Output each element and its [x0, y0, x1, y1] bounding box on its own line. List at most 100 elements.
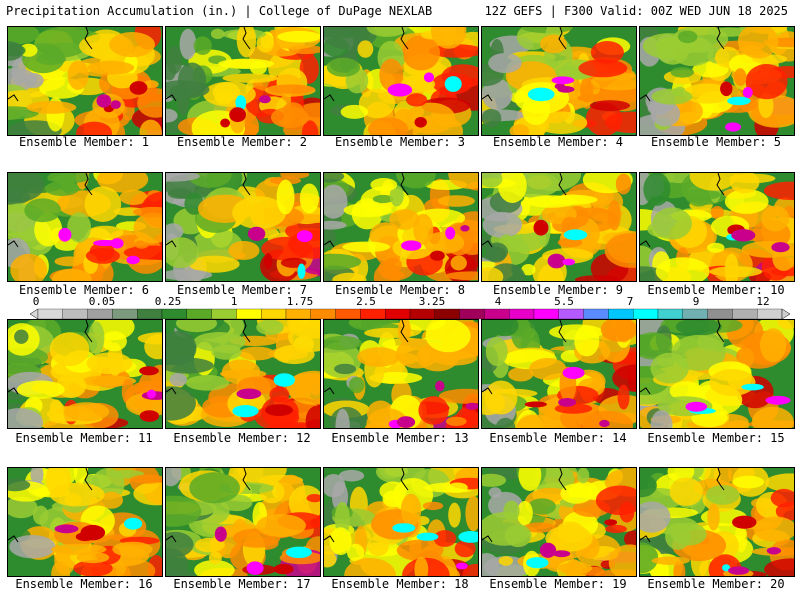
- precipitation-colorbar: [30, 308, 790, 320]
- ensemble-member-map: [481, 319, 637, 429]
- precipitation-field: [166, 27, 320, 135]
- colorbar-swatch: [385, 308, 411, 320]
- ensemble-member-label: Ensemble Member: 19: [489, 577, 627, 591]
- colorbar-swatch: [459, 308, 485, 320]
- ensemble-member-map: [7, 467, 163, 577]
- ensemble-member-label: Ensemble Member: 3: [334, 135, 466, 149]
- ensemble-member-label: Ensemble Member: 6: [18, 283, 150, 297]
- ensemble-member-label: Ensemble Member: 16: [15, 577, 153, 591]
- colorbar-tick-label: 2.5: [356, 295, 376, 308]
- precipitation-field: [166, 468, 320, 576]
- precipitation-field: [8, 27, 162, 135]
- colorbar-tick-label: 0.05: [88, 295, 116, 308]
- colorbar-swatch: [37, 308, 63, 320]
- colorbar-swatch: [583, 308, 609, 320]
- ensemble-member-map: [639, 26, 795, 136]
- ensemble-member-map: [165, 26, 321, 136]
- colorbar-swatch: [757, 308, 783, 320]
- ensemble-member-label: Ensemble Member: 7: [176, 283, 308, 297]
- valid-time: 12Z GEFS | F300 Valid: 00Z WED JUN 18 20…: [484, 4, 788, 18]
- colorbar-swatch: [285, 308, 311, 320]
- colorbar-min-arrow: [30, 308, 39, 320]
- colorbar-swatch: [261, 308, 287, 320]
- ensemble-member-label: Ensemble Member: 18: [331, 577, 469, 591]
- precipitation-field: [324, 27, 478, 135]
- ensemble-member-map: [481, 172, 637, 282]
- ensemble-member-label: Ensemble Member: 1: [18, 135, 150, 149]
- ensemble-member-label: Ensemble Member: 13: [331, 431, 469, 445]
- ensemble-member-map: [323, 172, 479, 282]
- colorbar-swatch: [360, 308, 386, 320]
- ensemble-member-label: Ensemble Member: 14: [489, 431, 627, 445]
- ensemble-member-label: Ensemble Member: 9: [492, 283, 624, 297]
- ensemble-member-map: [639, 172, 795, 282]
- colorbar-tick-label: 1.75: [286, 295, 314, 308]
- colorbar-swatch: [509, 308, 535, 320]
- ensemble-member-map: [7, 26, 163, 136]
- colorbar-swatch: [409, 308, 435, 320]
- colorbar-tick-label: 0: [32, 295, 40, 308]
- ensemble-member-map: [323, 26, 479, 136]
- colorbar-swatch: [484, 308, 510, 320]
- colorbar-tick-label: 3.25: [418, 295, 446, 308]
- precipitation-field: [324, 320, 478, 428]
- colorbar-swatch: [310, 308, 336, 320]
- ensemble-member-map: [481, 467, 637, 577]
- ensemble-member-map: [323, 467, 479, 577]
- ensemble-member-label: Ensemble Member: 20: [647, 577, 785, 591]
- colorbar-swatch: [732, 308, 758, 320]
- ensemble-member-label: Ensemble Member: 5: [650, 135, 782, 149]
- precipitation-field: [324, 173, 478, 281]
- colorbar-swatch: [62, 308, 88, 320]
- precipitation-field: [640, 27, 794, 135]
- ensemble-member-label: Ensemble Member: 11: [15, 431, 153, 445]
- colorbar-tick-label: 5.5: [554, 295, 574, 308]
- ensemble-member-map: [481, 26, 637, 136]
- chart-title: Precipitation Accumulation (in.) | Colle…: [6, 4, 433, 18]
- ensemble-member-map: [7, 319, 163, 429]
- precipitation-field: [640, 468, 794, 576]
- colorbar-swatch: [657, 308, 683, 320]
- colorbar-swatch: [161, 308, 187, 320]
- colorbar-tick-label: 12: [756, 295, 770, 308]
- colorbar-swatch: [434, 308, 460, 320]
- ensemble-member-map: [639, 319, 795, 429]
- colorbar-tick-label: 1: [230, 295, 238, 308]
- precipitation-field: [166, 173, 320, 281]
- colorbar-swatch: [112, 308, 138, 320]
- colorbar-swatch: [186, 308, 212, 320]
- ensemble-member-label: Ensemble Member: 15: [647, 431, 785, 445]
- colorbar-swatch: [137, 308, 163, 320]
- precipitation-field: [8, 468, 162, 576]
- colorbar-swatch: [682, 308, 708, 320]
- precipitation-field: [482, 320, 636, 428]
- colorbar-tick-label: 4: [494, 295, 502, 308]
- colorbar-tick-label: 7: [626, 295, 634, 308]
- precipitation-field: [640, 320, 794, 428]
- ensemble-member-map: [639, 467, 795, 577]
- precipitation-field: [166, 320, 320, 428]
- colorbar-swatch: [608, 308, 634, 320]
- precipitation-field: [482, 27, 636, 135]
- ensemble-member-map: [7, 172, 163, 282]
- colorbar-tick-label: 9: [692, 295, 700, 308]
- ensemble-member-label: Ensemble Member: 12: [173, 431, 311, 445]
- ensemble-member-label: Ensemble Member: 2: [176, 135, 308, 149]
- colorbar-swatch: [335, 308, 361, 320]
- ensemble-member-map: [165, 319, 321, 429]
- ensemble-member-map: [165, 467, 321, 577]
- colorbar-swatch: [211, 308, 237, 320]
- ensemble-member-map: [165, 172, 321, 282]
- colorbar-swatch: [558, 308, 584, 320]
- colorbar-swatch: [87, 308, 113, 320]
- ensemble-member-label: Ensemble Member: 8: [334, 283, 466, 297]
- precipitation-field: [640, 173, 794, 281]
- colorbar-max-arrow: [781, 308, 790, 320]
- precipitation-field: [482, 468, 636, 576]
- ensemble-member-map: [323, 319, 479, 429]
- precipitation-field: [482, 173, 636, 281]
- ensemble-member-label: Ensemble Member: 17: [173, 577, 311, 591]
- precipitation-field: [8, 173, 162, 281]
- colorbar-swatch: [707, 308, 733, 320]
